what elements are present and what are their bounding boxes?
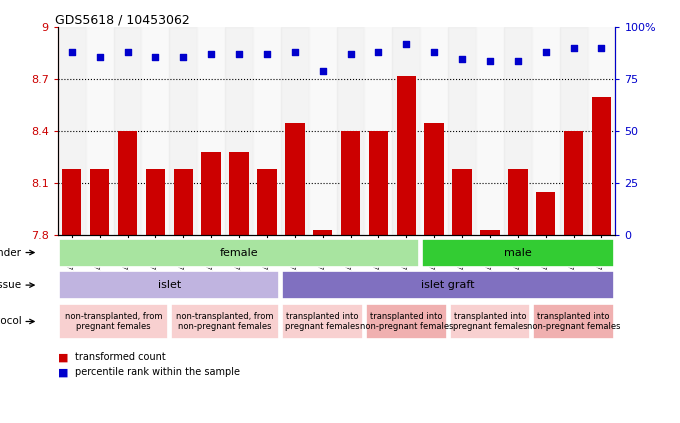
Bar	[564, 132, 583, 235]
Bar	[62, 170, 82, 235]
Point	[262, 51, 273, 58]
Text: GDS5618 / 10453062: GDS5618 / 10453062	[55, 14, 190, 26]
Bar	[59, 304, 168, 339]
Bar	[364, 27, 392, 235]
Bar	[114, 27, 141, 235]
Point	[345, 51, 356, 58]
Bar	[448, 27, 476, 235]
Bar	[59, 239, 419, 266]
Bar	[229, 152, 249, 235]
Point	[484, 58, 495, 64]
Text: female: female	[220, 247, 258, 258]
Point	[317, 68, 328, 74]
Text: ■: ■	[58, 367, 68, 377]
Bar	[424, 123, 444, 235]
Bar	[396, 76, 416, 235]
Point	[94, 53, 105, 60]
Bar	[197, 27, 225, 235]
Text: ■: ■	[58, 352, 68, 363]
Text: protocol: protocol	[0, 316, 22, 327]
Bar	[366, 304, 447, 339]
Bar	[201, 152, 221, 235]
Point	[429, 49, 440, 56]
Bar	[392, 27, 420, 235]
Text: gender: gender	[0, 247, 22, 258]
Bar	[341, 132, 360, 235]
Bar	[59, 271, 279, 299]
Point	[205, 51, 216, 58]
Text: islet: islet	[158, 280, 181, 290]
Point	[178, 53, 189, 60]
Bar	[58, 27, 86, 235]
Point	[234, 51, 245, 58]
Bar	[452, 170, 472, 235]
Bar	[369, 132, 388, 235]
Point	[596, 45, 607, 52]
Point	[568, 45, 579, 52]
Bar	[420, 27, 448, 235]
Bar	[90, 170, 109, 235]
Bar	[171, 304, 279, 339]
Text: islet graft: islet graft	[422, 280, 475, 290]
Bar	[285, 123, 305, 235]
Bar	[422, 239, 614, 266]
Bar	[592, 97, 611, 235]
Bar	[532, 27, 560, 235]
Bar	[141, 27, 169, 235]
Text: non-transplanted, from
pregnant females: non-transplanted, from pregnant females	[65, 312, 163, 331]
Bar	[560, 27, 588, 235]
Point	[373, 49, 384, 56]
Bar	[281, 27, 309, 235]
Bar	[225, 27, 253, 235]
Bar	[504, 27, 532, 235]
Bar	[146, 170, 165, 235]
Text: male: male	[504, 247, 532, 258]
Text: percentile rank within the sample: percentile rank within the sample	[75, 367, 240, 377]
Point	[290, 49, 301, 56]
Point	[541, 49, 551, 56]
Bar	[282, 271, 614, 299]
Bar	[337, 27, 364, 235]
Point	[513, 58, 524, 64]
Bar	[169, 27, 197, 235]
Bar	[449, 304, 530, 339]
Bar	[536, 192, 556, 235]
Bar	[309, 27, 337, 235]
Point	[67, 49, 78, 56]
Bar	[86, 27, 114, 235]
Bar	[480, 230, 500, 235]
Bar	[253, 27, 281, 235]
Point	[457, 55, 468, 62]
Point	[122, 49, 133, 56]
Text: transplanted into
non-pregnant females: transplanted into non-pregnant females	[527, 312, 620, 331]
Bar	[313, 230, 333, 235]
Bar	[588, 27, 615, 235]
Text: transplanted into
non-pregnant females: transplanted into non-pregnant females	[360, 312, 453, 331]
Point	[150, 53, 161, 60]
Text: transplanted into
pregnant females: transplanted into pregnant females	[286, 312, 360, 331]
Point	[401, 41, 412, 47]
Bar	[173, 170, 193, 235]
Text: tissue: tissue	[0, 280, 22, 290]
Bar	[533, 304, 614, 339]
Text: transplanted into
pregnant females: transplanted into pregnant females	[453, 312, 527, 331]
Text: non-transplanted, from
non-pregnant females: non-transplanted, from non-pregnant fema…	[176, 312, 274, 331]
Bar	[118, 132, 137, 235]
Bar	[508, 170, 528, 235]
Text: transformed count: transformed count	[75, 352, 165, 363]
Bar	[476, 27, 504, 235]
Bar	[282, 304, 363, 339]
Bar	[257, 170, 277, 235]
